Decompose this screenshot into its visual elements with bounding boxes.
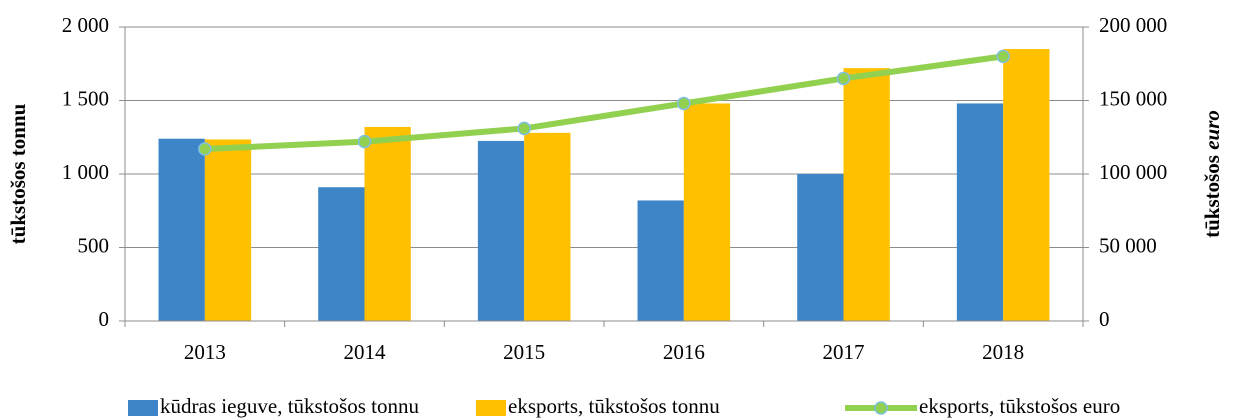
legend-marker: [874, 401, 888, 415]
y-axis-label: tūkstošos tonnu: [6, 103, 30, 244]
y2-tick-label: 0: [1099, 307, 1110, 331]
y2-axis-label-emphasis: euro: [1200, 110, 1224, 150]
line-point: [198, 142, 212, 156]
x-tick-label: 2015: [503, 340, 545, 364]
line-point: [357, 134, 372, 149]
y2-tick-label: 150 000: [1099, 86, 1167, 110]
y2-axis-label: tūkstošos euro: [1200, 110, 1224, 238]
legend-label: eksports, tūkstošos euro: [919, 394, 1120, 418]
bar: [364, 126, 411, 322]
x-tick-label: 2016: [663, 340, 705, 364]
y-tick-label: 500: [78, 233, 110, 257]
bar: [683, 103, 731, 321]
bar: [524, 132, 571, 321]
legend-label: eksports, tūkstošos tonnu: [508, 394, 720, 418]
x-tick-label: 2013: [184, 340, 226, 364]
bar: [797, 174, 844, 321]
y2-tick-label: 50 000: [1099, 233, 1157, 257]
bar: [1003, 49, 1050, 322]
line-point: [677, 96, 691, 111]
y-tick-label: 0: [99, 307, 110, 331]
y2-tick-label: 100 000: [1099, 160, 1167, 184]
line: [204, 53, 1004, 153]
x-tick-label: 2014: [344, 340, 387, 364]
x-tick-label: 2018: [982, 340, 1024, 364]
line-point: [517, 121, 531, 136]
bar: [843, 68, 890, 321]
y2-tick-label: 200 000: [1099, 13, 1167, 37]
y2-axis-label-text: tūkstošos: [1200, 155, 1224, 238]
x-tick-label: 2017: [823, 340, 865, 364]
bar: [956, 103, 1004, 321]
legend-label: kūdras ieguve, tūkstošos tonnu: [160, 394, 419, 418]
y-tick-label: 1 000: [62, 160, 109, 184]
legend-swatch: [476, 400, 506, 416]
bar: [158, 138, 205, 321]
legend-swatch: [128, 400, 158, 416]
y-tick-label: 2 000: [62, 13, 109, 37]
line-point: [836, 71, 851, 86]
bar: [318, 187, 365, 321]
line-point: [996, 49, 1010, 64]
bar: [637, 200, 684, 321]
bar: [477, 140, 525, 321]
y-tick-label: 1 500: [62, 86, 109, 110]
bar: [204, 139, 252, 321]
